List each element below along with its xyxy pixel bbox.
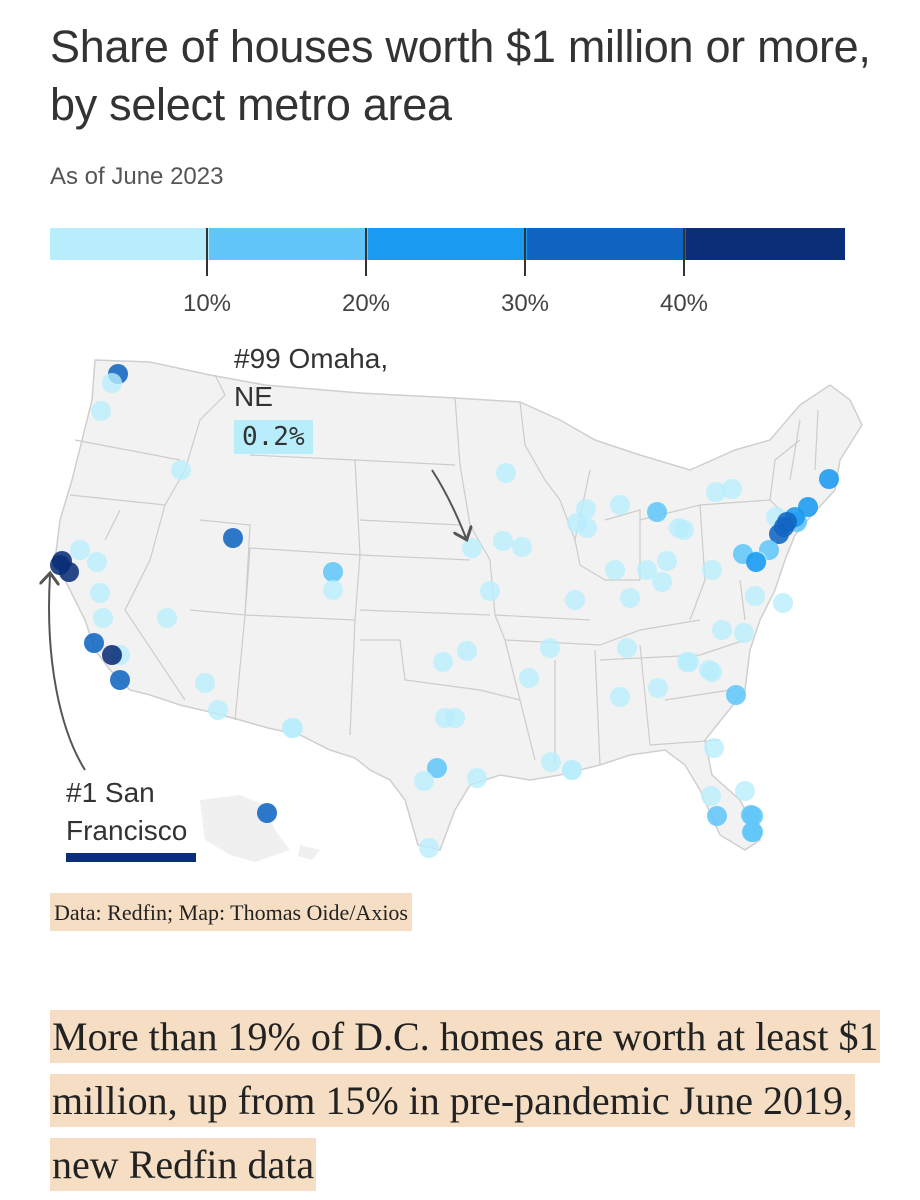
metro-dot-orlando [735, 781, 755, 801]
metro-dot-sacramento [70, 540, 90, 560]
metro-dot-las-vegas [157, 608, 177, 628]
metro-dot-detroit [647, 502, 667, 522]
metro-dot-raleigh [734, 623, 754, 643]
metro-dot-little-rock [519, 668, 539, 688]
omaha-arrow [431, 469, 466, 538]
metro-dot-boise [171, 460, 191, 480]
metro-dot-san-antonio [414, 771, 434, 791]
metro-dot-nashville [617, 638, 637, 658]
source-credit: Data: Redfin; Map: Thomas Oide/Axios [50, 893, 412, 931]
color-legend [50, 228, 845, 260]
metro-dot-anaheim [102, 645, 122, 665]
metro-dot-des-moines [493, 531, 513, 551]
sf-value-badge [66, 853, 196, 862]
metro-dot-charlotte [679, 652, 699, 672]
metro-dot-washington [746, 552, 766, 572]
omaha-value-badge: 0.2% [234, 420, 313, 454]
article-lede-text: More than 19% of D.C. homes are worth at… [50, 1010, 881, 1191]
legend-swatch-4 [686, 228, 845, 260]
metro-dot-mcallen [419, 838, 439, 858]
legend-tick-30 [524, 228, 526, 276]
metro-dot-birmingham [610, 687, 630, 707]
metro-dot-tucson [208, 700, 228, 720]
metro-dot-virginia-beach [773, 593, 793, 613]
metro-dot-phoenix [195, 673, 215, 693]
metro-dot-jackson [541, 752, 561, 772]
metro-dot-salt-lake-city [223, 528, 243, 548]
sf-label-line1: #1 San [66, 777, 155, 808]
metro-dot-los-angeles [84, 633, 104, 653]
metro-dot-memphis [540, 638, 560, 658]
metro-dot-indianapolis [605, 560, 625, 580]
metro-dot-newark [774, 517, 794, 537]
metro-dot-houston [467, 768, 487, 788]
article-lede: More than 19% of D.C. homes are worth at… [50, 1005, 881, 1197]
metro-dot-tacoma [102, 373, 122, 393]
metro-dot-madison [567, 513, 587, 533]
metro-dot-pittsburgh [702, 560, 722, 580]
metro-dot-buffalo [706, 482, 726, 502]
legend-tick-40 [683, 228, 685, 276]
metro-dot-oakland [50, 555, 70, 575]
metro-dot-fort-worth [435, 708, 455, 728]
metro-dot-stockton [87, 552, 107, 572]
metro-dot-denver [323, 562, 343, 582]
metro-dot-greenville [699, 660, 719, 680]
us-map [0, 359, 863, 862]
metro-dot-tampa [701, 786, 721, 806]
metro-dot-riverside [93, 608, 113, 628]
metro-dot-honolulu [257, 803, 277, 823]
metro-dot-cincinnati [637, 560, 657, 580]
contiguous-us-shape [54, 359, 863, 851]
metro-dot-greensboro [712, 620, 732, 640]
metro-dot-rochester [722, 479, 742, 499]
metro-dot-jacksonville [704, 738, 724, 758]
hawaii-shape [298, 845, 320, 860]
sf-arrow [49, 575, 86, 771]
metro-dot-north-port [707, 806, 727, 826]
legend-swatch-2 [368, 228, 527, 260]
metro-dot-grand-rapids [610, 495, 630, 515]
metro-dot-austin [427, 758, 447, 778]
legend-swatch-0 [50, 228, 209, 260]
legend-tick-label-10: 10% [182, 290, 232, 317]
metro-dot-st-louis [565, 590, 585, 610]
legend-tick-20 [365, 228, 367, 276]
metro-dot-toledo [669, 518, 689, 538]
metro-dot-portland [91, 401, 111, 421]
chart-title: Share of houses worth $1 million or more… [50, 21, 871, 130]
metro-dot-fort-lauderdale [742, 822, 762, 842]
metro-dot-colorado-springs [323, 580, 343, 600]
metro-dot-wichita [433, 652, 453, 672]
metro-dot-oklahoma-city [457, 641, 477, 661]
metro-dot-dayton [652, 572, 672, 592]
metro-dot-baton-rouge [562, 760, 582, 780]
legend-swatch-1 [209, 228, 368, 260]
legend-tick-label-20: 20% [341, 290, 391, 317]
alaska-shape [200, 795, 290, 862]
metro-dot-kansas-city [480, 581, 500, 601]
metro-dot-atlanta [648, 678, 668, 698]
metro-dots [50, 364, 839, 858]
metro-dot-omaha [462, 538, 482, 558]
omaha-label-line2: NE [234, 381, 273, 412]
metro-dot-boston [819, 469, 839, 489]
metro-dot-louisville [620, 588, 640, 608]
metro-dot-richmond [745, 586, 765, 606]
metro-dot-miami [741, 805, 761, 825]
metro-dot-san-diego [110, 670, 130, 690]
metro-dot-charleston [726, 685, 746, 705]
sf-label-line2: Francisco [66, 815, 188, 846]
metro-dot-minneapolis [496, 463, 516, 483]
legend-tick-label-30: 30% [500, 290, 550, 317]
metro-dot-columbus [657, 551, 677, 571]
omaha-label-line1: #99 Omaha, [234, 343, 389, 374]
legend-swatch-3 [527, 228, 686, 260]
legend-tick-10 [206, 228, 208, 276]
legend-tick-label-40: 40% [659, 290, 709, 317]
metro-dot-tulsa [512, 537, 532, 557]
metro-dot-fresno [90, 583, 110, 603]
metro-dot-albuquerque [282, 718, 302, 738]
chart-subtitle: As of June 2023 [50, 163, 224, 190]
